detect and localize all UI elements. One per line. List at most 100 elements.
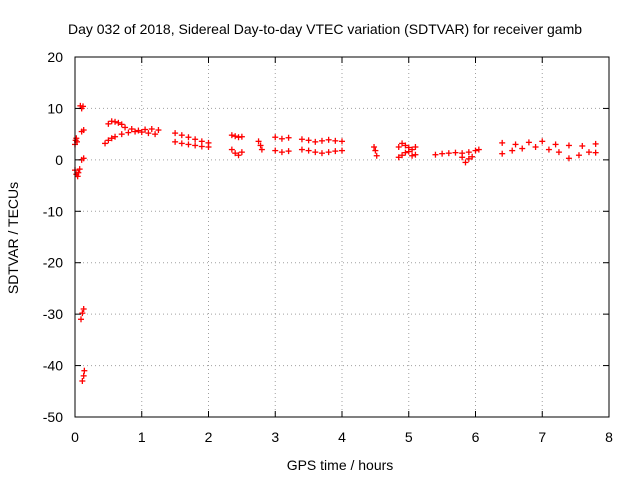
data-point: [278, 149, 285, 156]
data-point: [432, 151, 439, 158]
data-point: [592, 140, 599, 147]
data-point: [298, 136, 305, 143]
data-point: [118, 131, 125, 138]
data-point: [192, 136, 199, 143]
data-point: [79, 378, 86, 384]
data-point: [112, 118, 119, 125]
data-point: [469, 153, 476, 160]
data-point: [108, 135, 115, 142]
data-point: [238, 149, 245, 156]
y-tick-label: -50: [43, 409, 63, 425]
x-tick-label: 2: [205, 429, 213, 445]
y-tick-label: -40: [43, 358, 63, 374]
data-point: [532, 144, 539, 150]
data-point: [78, 316, 85, 323]
data-point: [285, 148, 292, 155]
x-tick-label: 6: [472, 429, 480, 445]
x-tick-label: 3: [271, 429, 279, 445]
data-point: [102, 140, 109, 147]
x-tick-label: 7: [538, 429, 546, 445]
data-point: [409, 146, 416, 153]
data-point: [122, 124, 129, 131]
data-point: [80, 127, 87, 134]
data-point: [332, 137, 339, 144]
data-point: [405, 148, 412, 155]
y-axis-label: SDTVAR / TECUs: [5, 182, 21, 294]
data-point: [509, 147, 516, 154]
data-point: [255, 138, 262, 145]
y-axis-ticks: -50 -40 -30 -20 -10 0 10 20: [43, 49, 609, 425]
data-point: [465, 149, 472, 156]
data-point: [409, 152, 416, 159]
data-point: [105, 120, 112, 127]
data-point: [395, 144, 402, 150]
data-point: [305, 147, 312, 154]
data-point: [128, 126, 135, 132]
data-point: [172, 130, 179, 137]
data-point: [499, 150, 506, 157]
data-point: [565, 155, 572, 162]
data-point: [579, 142, 586, 149]
data-point: [272, 147, 279, 154]
data-point: [402, 142, 409, 149]
data-point: [148, 126, 155, 132]
data-point: [74, 173, 81, 180]
data-point: [132, 128, 139, 135]
data-point: [105, 137, 112, 144]
data-point: [575, 152, 582, 159]
data-point: [512, 141, 519, 148]
data-point: [80, 372, 87, 379]
data-point: [178, 140, 185, 147]
data-point: [138, 129, 145, 136]
data-point: [258, 146, 265, 153]
data-point: [155, 127, 162, 134]
data-point: [339, 138, 345, 145]
data-point: [439, 150, 446, 157]
data-point: [185, 141, 192, 148]
y-tick-label: -10: [43, 203, 63, 219]
data-point: [257, 142, 264, 149]
data-point: [332, 148, 339, 155]
data-point: [402, 149, 409, 156]
y-tick-label: 20: [47, 49, 63, 65]
data-point: [235, 152, 242, 159]
data-point: [272, 134, 279, 141]
data-point: [232, 150, 239, 157]
data-point: [75, 169, 82, 176]
y-tick-label: 10: [47, 100, 63, 116]
data-point: [325, 149, 332, 156]
data-point: [278, 135, 285, 142]
data-point: [545, 146, 552, 153]
data-point: [305, 137, 312, 144]
data-point: [73, 135, 80, 142]
data-point: [312, 149, 319, 156]
data-point: [462, 159, 469, 166]
data-point: [373, 152, 380, 159]
data-point: [145, 130, 152, 137]
data-point: [371, 144, 378, 150]
x-tick-label: 8: [605, 429, 613, 445]
data-point: [459, 154, 466, 161]
y-tick-label: -30: [43, 306, 63, 322]
data-point: [80, 306, 87, 312]
data-point: [238, 133, 245, 140]
x-tick-label: 5: [405, 429, 413, 445]
data-point: [285, 134, 292, 141]
data-point: [585, 149, 592, 156]
data-point: [178, 132, 185, 139]
data-point: [81, 367, 88, 374]
data-point: [395, 154, 402, 161]
data-point: [80, 103, 87, 110]
data-point: [135, 127, 142, 134]
x-axis-ticks: 0 1 2 3 4 5 6 7 8: [71, 57, 613, 445]
x-tick-label: 4: [338, 429, 346, 445]
grid-lines: [75, 57, 609, 417]
data-point: [152, 131, 159, 138]
y-tick-label: -20: [43, 255, 63, 271]
data-point: [325, 136, 332, 143]
data-point: [318, 137, 325, 144]
data-point: [312, 138, 319, 145]
data-point: [399, 140, 406, 147]
chart-title: Day 032 of 2018, Sidereal Day-to-day VTE…: [68, 21, 582, 37]
